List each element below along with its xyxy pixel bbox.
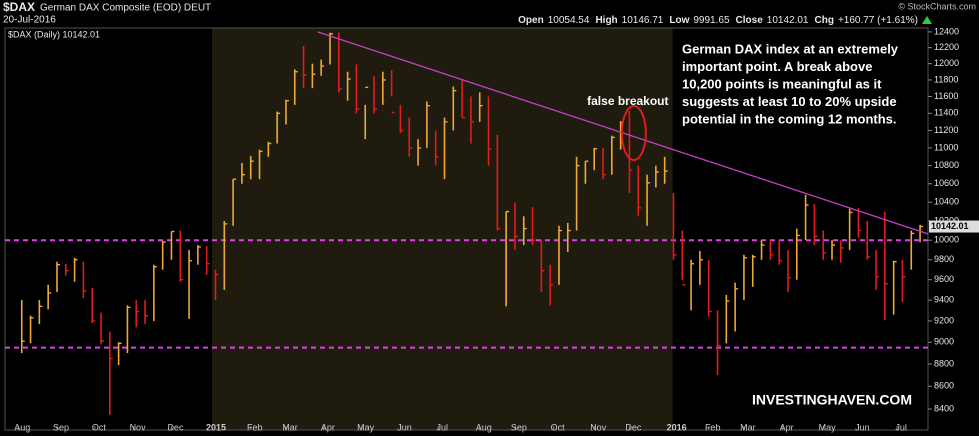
symbol: $DAX	[3, 0, 35, 14]
y-tick-label: 8800	[934, 358, 954, 368]
y-tick-label: 11000	[934, 142, 958, 152]
x-tick-label: Jun	[397, 422, 412, 432]
quote-label: High	[595, 15, 617, 26]
y-tick-label: 11600	[934, 91, 958, 101]
y-tick-label: 10400	[934, 197, 959, 207]
y-tick-label: 9200	[934, 315, 954, 325]
x-tick-label: Mar	[740, 422, 756, 432]
y-tick-label: 12200	[934, 42, 959, 52]
quote-label: Open	[518, 15, 544, 26]
year-shade	[211, 28, 673, 430]
x-tick-label: Aug	[476, 422, 492, 432]
x-tick-label: Feb	[705, 422, 721, 432]
quote-value: 9991.65	[693, 15, 730, 26]
quote-line: Open 10054.54 High 10146.71 Low 9991.65 Close 1…	[518, 15, 918, 26]
y-tick-label: 11400	[934, 108, 958, 118]
quote-value: 10146.71	[622, 15, 664, 26]
y-tick-label: 11200	[934, 125, 958, 135]
y-tick-label: 8400	[934, 403, 954, 413]
x-tick-label: Apr	[321, 422, 335, 432]
x-tick-label: Oct	[92, 422, 107, 432]
annotation-text: false breakout	[587, 94, 668, 108]
x-tick-label: Nov	[590, 422, 607, 432]
y-tick-label: 9800	[934, 254, 954, 264]
price-tag: 10142.01	[931, 221, 969, 231]
note-line: potential in the coming 12 months.	[682, 111, 897, 126]
x-tick-label: Apr	[780, 422, 794, 432]
y-tick-label: 10800	[934, 160, 959, 170]
y-tick-label: 11800	[934, 74, 958, 84]
quote-label: Chg	[814, 15, 833, 26]
y-tick-label: 12400	[934, 26, 959, 36]
quote-label: Close	[736, 15, 764, 26]
quote-value: 10054.54	[548, 15, 590, 26]
quote-value: 10142.01	[767, 15, 809, 26]
quote-label: Low	[669, 15, 689, 26]
plot-frame	[4, 27, 929, 431]
y-tick-label: 10200	[934, 215, 959, 225]
note-line: 10,200 points is meaningful as it	[682, 76, 882, 91]
y-tick-label: 9400	[934, 294, 954, 304]
note-line: suggests at least 10 to 20% upside	[682, 94, 897, 109]
legend: $DAX (Daily) 10142.01	[8, 29, 100, 39]
watermark: INVESTINGHAVEN.COM	[752, 392, 912, 408]
instrument-name: German DAX Composite (EOD) DEUT	[40, 3, 211, 14]
x-tick-label: Jul	[895, 422, 907, 432]
price-tag-bg	[929, 220, 979, 233]
note-line: German DAX index at an extremely	[682, 41, 899, 56]
x-tick-label: Dec	[167, 422, 184, 432]
annotation-ellipse	[620, 105, 647, 162]
change-arrow	[922, 16, 932, 24]
y-tick-label: 12000	[934, 58, 959, 68]
x-tick-label: Feb	[247, 422, 263, 432]
x-tick-label: Jul	[437, 422, 449, 432]
x-tick-label: 2016	[667, 422, 687, 432]
date: 20-Jul-2016	[3, 15, 56, 26]
y-tick-label: 8600	[934, 381, 954, 391]
x-tick-label: May	[819, 422, 837, 432]
y-tick-label: 10600	[934, 178, 959, 188]
y-tick-label: 9000	[934, 337, 954, 347]
x-tick-label: Sep	[511, 422, 527, 432]
copyright: © StockCharts.com	[898, 1, 976, 11]
x-tick-label: Dec	[625, 422, 642, 432]
x-tick-label: Aug	[14, 422, 30, 432]
x-tick-label: May	[357, 422, 375, 432]
note-line: important point. A break above	[682, 59, 872, 74]
y-tick-label: 10000	[934, 235, 959, 245]
x-tick-label: Jun	[855, 422, 870, 432]
y-tick-label: 9600	[934, 274, 954, 284]
x-tick-label: Oct	[551, 422, 566, 432]
x-tick-label: Mar	[282, 422, 298, 432]
x-tick-label: Nov	[130, 422, 147, 432]
quote-value: +160.77 (+1.61%)	[838, 15, 918, 26]
x-tick-label: 2015	[206, 422, 226, 432]
x-tick-label: Sep	[53, 422, 69, 432]
